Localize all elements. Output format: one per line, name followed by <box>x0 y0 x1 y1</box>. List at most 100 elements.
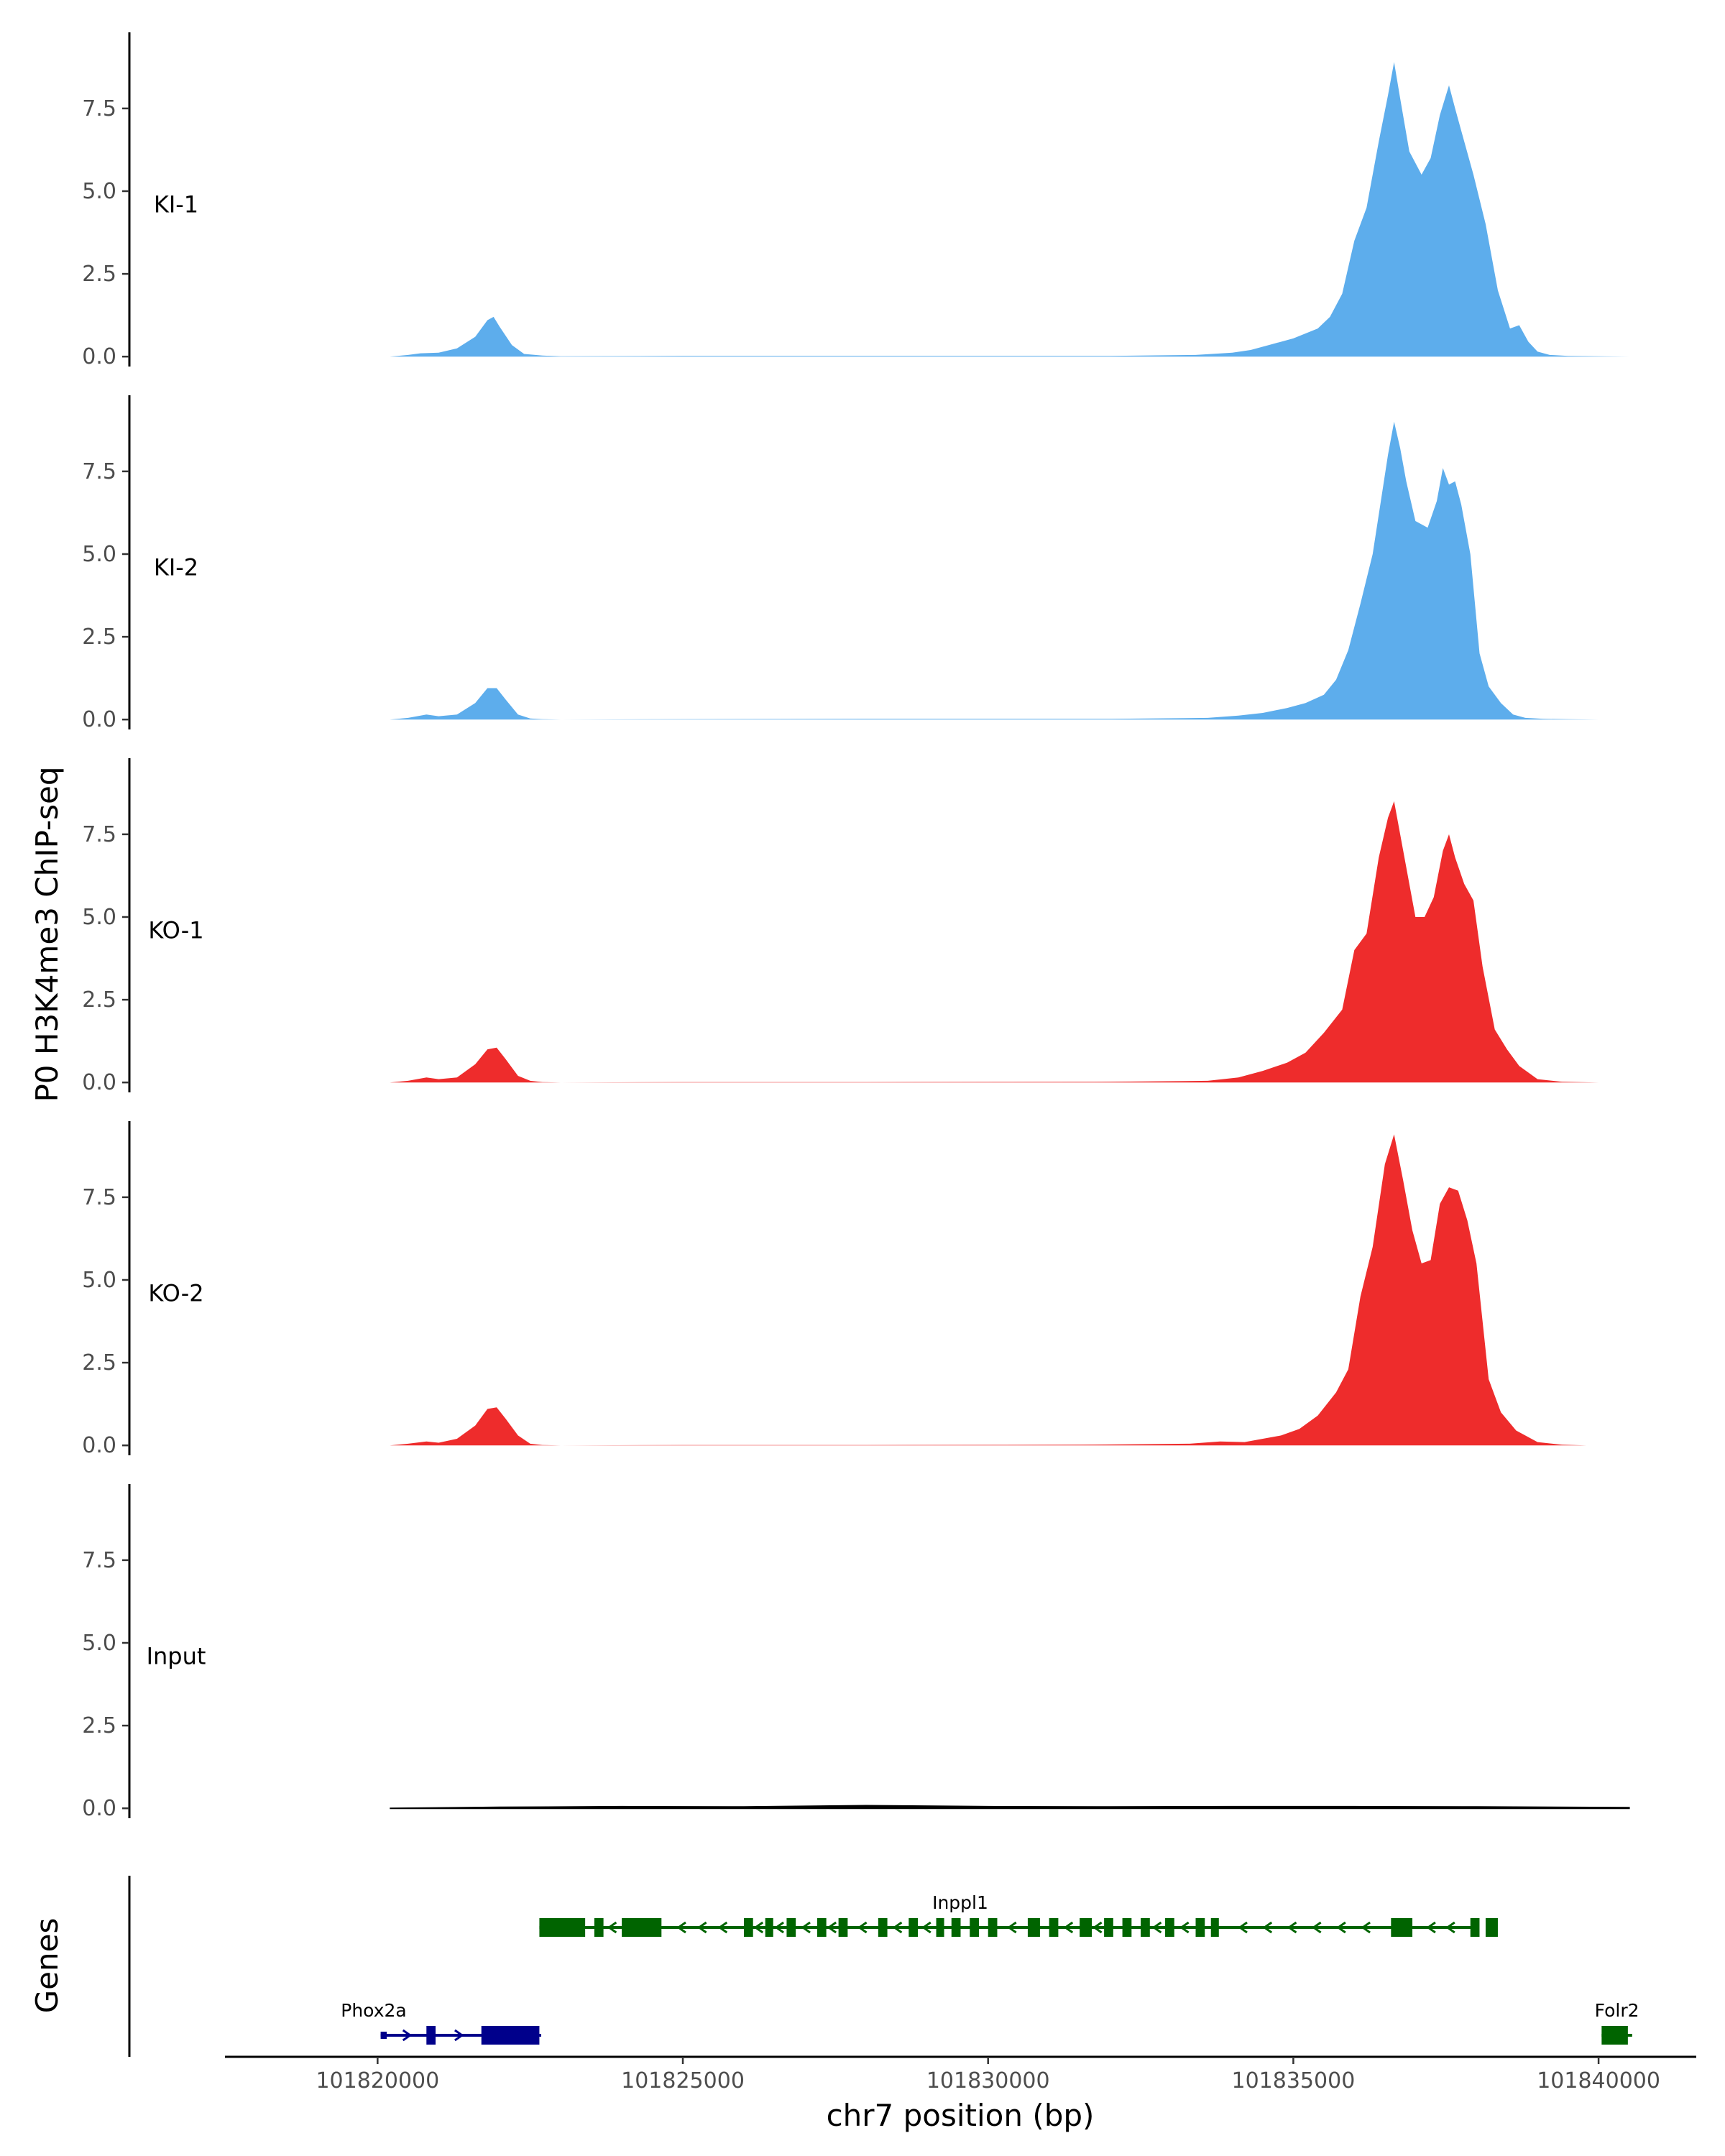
strand-arrow <box>1238 1921 1248 1934</box>
genes-axis-title: Genes <box>29 1918 65 2014</box>
x-tick-label: 101835000 <box>1232 2068 1356 2093</box>
track-ko-2-panel: 0.0 2.5 5.0 7.5 KO-2 <box>82 1121 1587 1458</box>
strand-arrow <box>1426 1921 1436 1934</box>
x-tick-label: 101825000 <box>621 2068 745 2093</box>
y-tick-label: 7.5 <box>82 822 116 847</box>
track-label: KI-2 <box>154 553 198 581</box>
strand-arrow <box>1287 1921 1297 1934</box>
strand-arrow <box>402 2029 413 2042</box>
track-input-panel: 0.0 2.5 5.0 7.5 Input <box>82 1484 1630 1821</box>
x-tick-label: 101820000 <box>316 2068 439 2093</box>
gene-exon <box>1165 1918 1174 1937</box>
track-label: KO-2 <box>148 1279 203 1307</box>
gene-inppl1: Inppl1 <box>539 1892 1498 1937</box>
strand-arrow <box>774 1921 784 1934</box>
strand-arrow <box>892 1921 903 1934</box>
gene-exon <box>594 1918 604 1937</box>
gene-exon <box>426 2026 436 2045</box>
strand-arrow <box>1063 1921 1074 1934</box>
gene-exon <box>908 1918 919 1937</box>
gene-exon <box>878 1918 888 1937</box>
track-ki-1-panel: 0.0 2.5 5.0 7.5 KI-1 <box>82 32 1629 369</box>
gene-exon <box>1049 1918 1059 1937</box>
strand-arrow <box>717 1921 728 1934</box>
strand-arrow <box>857 1921 868 1934</box>
track-ki-2-panel: 0.0 2.5 5.0 7.5 KI-2 <box>82 395 1624 732</box>
y-tick-label: 2.5 <box>82 987 116 1013</box>
strand-arrow <box>1151 1921 1162 1934</box>
strand-arrow <box>1262 1921 1273 1934</box>
coverage-area <box>390 801 1629 1083</box>
track-label: Input <box>147 1642 206 1669</box>
y-axis-title: P0 H3K4me3 ChIP-seq <box>29 766 65 1102</box>
gene-exon <box>786 1918 796 1937</box>
gene-exon <box>1210 1918 1219 1937</box>
y-tick-label: 5.0 <box>82 1631 116 1656</box>
y-tick-label: 5.0 <box>82 179 116 204</box>
gene-exon <box>988 1918 998 1937</box>
y-tick-label: 7.5 <box>82 96 116 121</box>
gene-phox2a: Phox2a <box>341 2000 541 2045</box>
gene-exon <box>1485 1918 1498 1937</box>
y-tick-label: 2.5 <box>82 1713 116 1738</box>
y-tick-label: 7.5 <box>82 1185 116 1210</box>
strand-arrow <box>753 1921 764 1934</box>
gene-exon <box>1470 1918 1480 1937</box>
gene-exon <box>380 2032 387 2039</box>
gene-exon <box>743 1918 753 1937</box>
gene-exon <box>1601 2026 1628 2045</box>
genes-layer: Inppl1 Phox2a Folr2 <box>128 1876 1639 2057</box>
coverage-area <box>390 1134 1587 1446</box>
gene-exon <box>1391 1918 1413 1937</box>
gene-exon <box>1027 1918 1040 1937</box>
gene-exon <box>539 1918 586 1937</box>
strand-arrow <box>1007 1921 1017 1934</box>
gene-exon <box>970 1918 979 1937</box>
coverage-area <box>390 1805 1630 1810</box>
x-tick-label: 101830000 <box>926 2068 1050 2093</box>
tracks-layer: 0.0 2.5 5.0 7.5 KI-1 0.0 2.5 5.0 7.5 KI-2 0.0 2.5 5.… <box>82 32 1630 1821</box>
y-tick-label: 5.0 <box>82 542 116 567</box>
x-tick-label: 101840000 <box>1537 2068 1660 2093</box>
y-tick-label: 0.0 <box>82 1070 116 1095</box>
x-axis: 101820000 101825000 101830000 101835000 1018… <box>225 2055 1696 2093</box>
strand-arrow <box>1361 1921 1371 1934</box>
strand-arrow <box>454 2029 464 2042</box>
gene-exon <box>1104 1918 1113 1937</box>
gene-exon <box>481 2026 540 2045</box>
y-tick-label: 7.5 <box>82 1548 116 1573</box>
track-label: KI-1 <box>154 190 198 218</box>
strand-arrow <box>697 1921 707 1934</box>
strand-arrow <box>921 1921 932 1934</box>
gene-folr2: Folr2 <box>1595 2000 1639 2045</box>
y-tick-label: 7.5 <box>82 459 116 484</box>
gene-exon <box>1141 1918 1150 1937</box>
gene-label: Phox2a <box>341 2000 406 2021</box>
strand-arrow <box>1336 1921 1346 1934</box>
gene-label: Folr2 <box>1595 2000 1639 2021</box>
x-axis-title: chr7 position (bp) <box>827 2098 1095 2133</box>
gene-exon <box>838 1918 848 1937</box>
y-tick-label: 2.5 <box>82 262 116 287</box>
gene-exon <box>765 1918 773 1937</box>
strand-arrow <box>1179 1921 1190 1934</box>
strand-arrow <box>827 1921 837 1934</box>
gene-exon <box>1080 1918 1092 1937</box>
y-tick-label: 2.5 <box>82 625 116 650</box>
strand-arrow <box>1092 1921 1103 1934</box>
gene-exon <box>816 1918 827 1937</box>
y-tick-label: 5.0 <box>82 905 116 930</box>
y-tick-label: 2.5 <box>82 1350 116 1376</box>
strand-arrow <box>1312 1921 1322 1934</box>
y-tick-label: 0.0 <box>82 1433 116 1458</box>
gene-exon <box>1195 1918 1205 1937</box>
strand-arrow <box>676 1921 686 1934</box>
coverage-area <box>390 62 1629 357</box>
track-ko-1-panel: 0.0 2.5 5.0 7.5 KO-1 <box>82 758 1629 1095</box>
gene-label: Inppl1 <box>932 1892 988 1913</box>
strand-arrow <box>801 1921 811 1934</box>
gene-exon <box>622 1918 662 1937</box>
gene-exon <box>951 1918 961 1937</box>
y-tick-label: 0.0 <box>82 1796 116 1821</box>
